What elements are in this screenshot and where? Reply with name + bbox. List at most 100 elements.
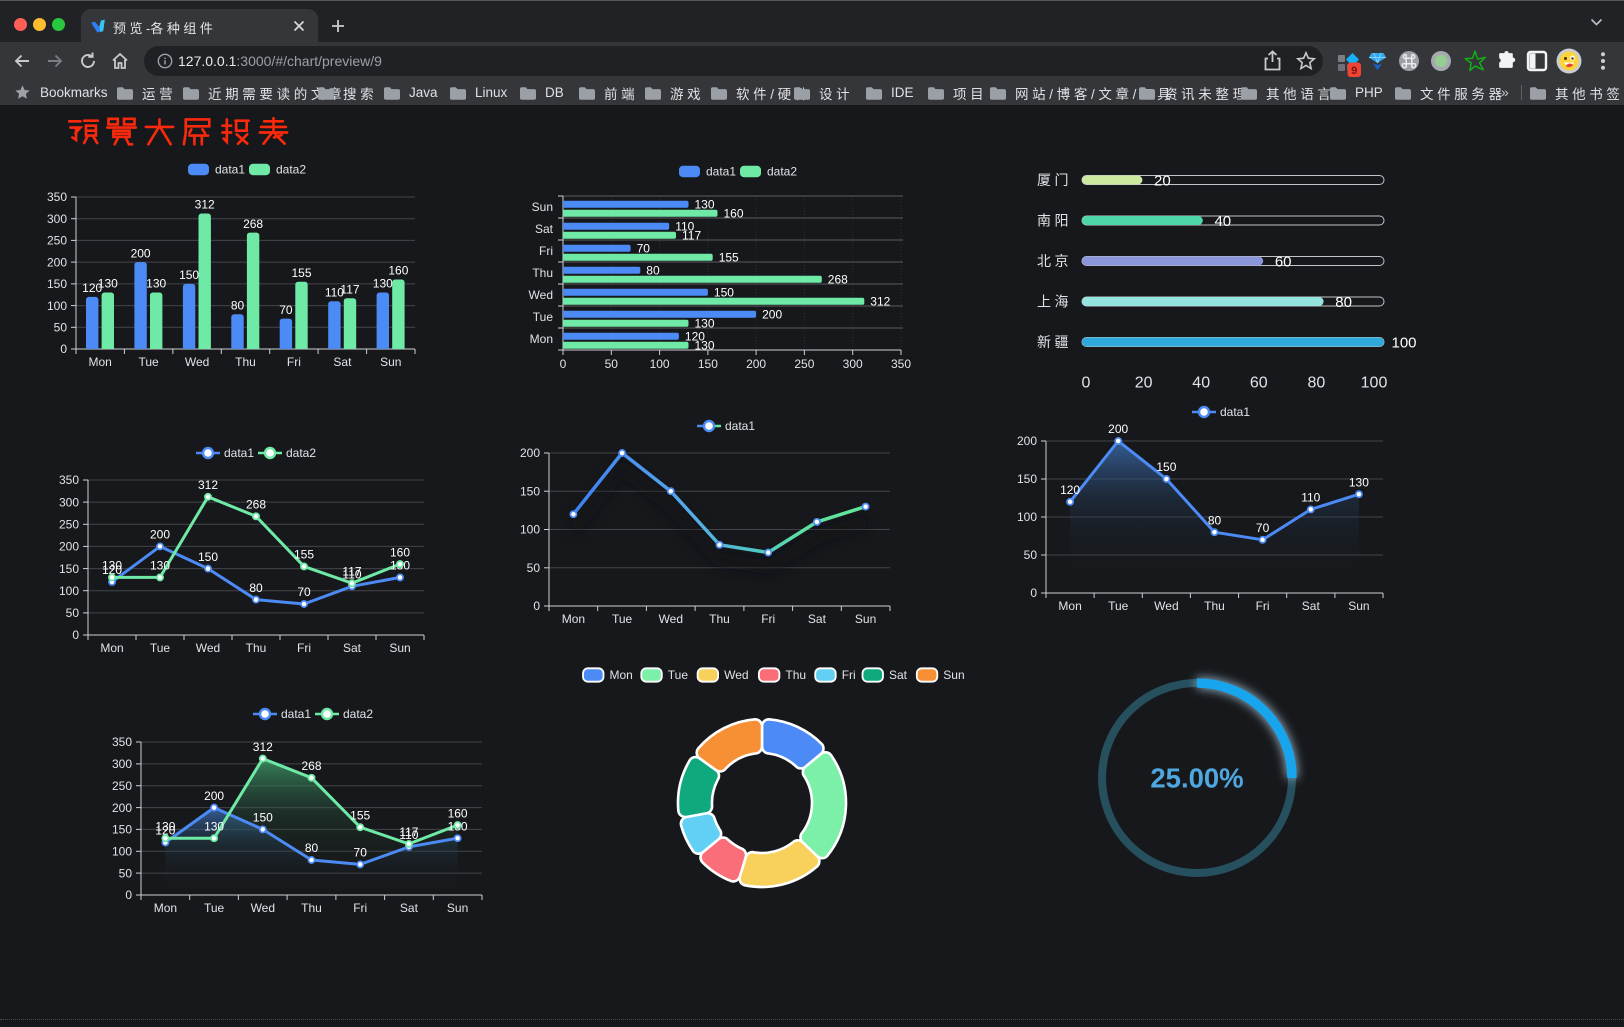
svg-text:Sun: Sun [447,901,468,915]
svg-text:data2: data2 [767,165,797,179]
svg-text:100: 100 [1391,334,1416,351]
svg-text:120: 120 [155,824,175,838]
svg-text:Mon: Mon [89,355,112,369]
svg-text:312: 312 [195,198,215,212]
svg-text:Sun: Sun [532,200,553,214]
svg-text:130: 130 [146,277,166,291]
svg-text:Wed: Wed [724,668,748,682]
svg-text:350: 350 [891,357,911,371]
svg-text:200: 200 [1108,422,1128,436]
svg-text:150: 150 [59,562,79,576]
svg-text:Wed: Wed [185,355,209,369]
svg-text:120: 120 [1060,483,1080,497]
svg-text:Mon: Mon [1058,599,1081,613]
svg-text:北京: 北京 [1037,253,1072,269]
svg-text:Mon: Mon [610,668,633,682]
svg-text:100: 100 [650,357,670,371]
svg-text:130: 130 [1349,475,1369,489]
svg-text:268: 268 [828,273,848,287]
svg-text:Wed: Wed [251,901,275,915]
svg-text:新疆: 新疆 [1037,334,1072,350]
svg-text:Wed: Wed [1154,599,1178,613]
svg-text:150: 150 [47,277,67,291]
svg-text:50: 50 [605,357,619,371]
svg-text:Tue: Tue [138,355,159,369]
svg-text:120: 120 [82,281,102,295]
svg-text:Wed: Wed [529,288,553,302]
svg-text:150: 150 [253,811,273,825]
svg-text:110: 110 [675,219,694,233]
svg-text:20: 20 [1135,375,1153,392]
svg-text:Tue: Tue [204,901,225,915]
svg-text:350: 350 [47,190,67,204]
svg-text:Tue: Tue [612,612,633,626]
svg-text:117: 117 [340,282,359,296]
svg-text:100: 100 [1361,375,1388,392]
svg-text:Tue: Tue [150,641,171,655]
svg-text:Mon: Mon [154,901,177,915]
svg-text:40: 40 [1214,213,1231,230]
svg-text:130: 130 [204,819,224,833]
svg-text:20: 20 [1154,172,1171,189]
svg-text:data2: data2 [286,446,316,460]
svg-text:data1: data1 [281,707,311,721]
svg-text:Thu: Thu [246,641,267,655]
svg-text:60: 60 [1275,253,1292,270]
svg-text:Sat: Sat [343,641,362,655]
svg-text:130: 130 [695,317,715,331]
svg-text:0: 0 [125,888,132,902]
svg-text:150: 150 [714,285,734,299]
svg-text:160: 160 [388,264,408,278]
svg-text:80: 80 [249,581,263,595]
svg-text:120: 120 [685,329,705,343]
svg-text:100: 100 [47,299,67,313]
svg-text:70: 70 [297,585,311,599]
svg-text:100: 100 [1017,510,1037,524]
svg-text:0: 0 [560,357,567,371]
svg-text:268: 268 [246,498,266,512]
svg-text:Sat: Sat [889,668,908,682]
svg-text:150: 150 [198,550,218,564]
svg-text:40: 40 [1192,375,1210,392]
svg-text:Thu: Thu [785,668,806,682]
svg-text:Fri: Fri [297,641,311,655]
svg-text:80: 80 [1308,375,1326,392]
svg-text:200: 200 [131,246,151,260]
svg-text:Thu: Thu [301,901,322,915]
svg-text:Sat: Sat [1302,599,1321,613]
svg-text:Fri: Fri [539,244,553,258]
svg-text:312: 312 [198,478,218,492]
svg-text:150: 150 [179,268,199,282]
svg-text:Tue: Tue [668,668,689,682]
svg-text:200: 200 [47,255,67,269]
svg-text:350: 350 [59,473,79,487]
svg-text:130: 130 [155,819,175,833]
svg-text:0: 0 [1082,375,1091,392]
svg-text:160: 160 [448,806,468,820]
svg-text:Fri: Fri [842,668,856,682]
svg-text:155: 155 [350,808,370,822]
svg-text:Sun: Sun [943,668,964,682]
svg-text:110: 110 [399,828,418,842]
svg-text:312: 312 [870,295,890,309]
svg-text:150: 150 [1156,460,1176,474]
svg-text:110: 110 [1301,491,1320,505]
svg-text:300: 300 [47,212,67,226]
svg-text:80: 80 [1335,294,1352,311]
svg-text:155: 155 [291,266,311,280]
svg-text:200: 200 [59,540,79,554]
svg-text:Tue: Tue [533,310,554,324]
svg-text:Thu: Thu [709,612,730,626]
svg-text:130: 130 [695,197,715,211]
svg-text:Thu: Thu [532,266,553,280]
svg-text:130: 130 [102,559,122,573]
svg-text:Sun: Sun [855,612,876,626]
svg-text:data2: data2 [343,707,373,721]
svg-text:268: 268 [243,217,263,231]
svg-text:data1: data1 [224,446,254,460]
svg-text:Mon: Mon [100,641,123,655]
svg-text:150: 150 [112,823,132,837]
svg-text:data2: data2 [276,163,306,177]
svg-text:117: 117 [399,825,418,839]
svg-text:50: 50 [527,561,541,575]
